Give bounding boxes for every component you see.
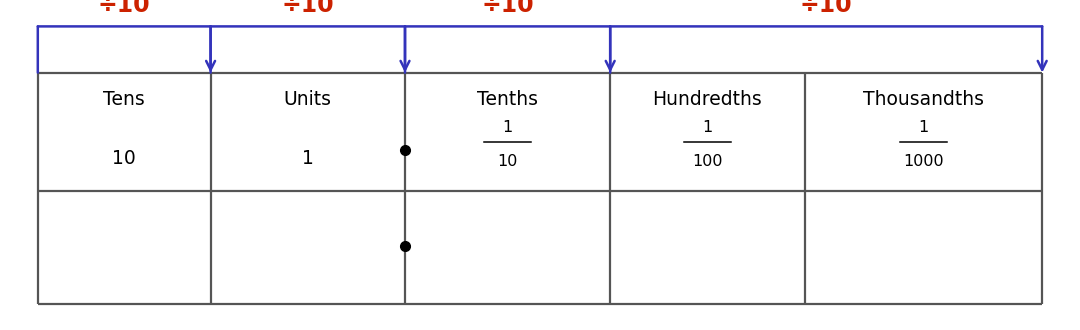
- Text: 1: 1: [502, 119, 513, 135]
- Text: 1: 1: [702, 119, 713, 135]
- Text: Units: Units: [284, 89, 332, 109]
- Text: Tens: Tens: [104, 89, 145, 109]
- Text: 1: 1: [302, 149, 313, 168]
- Text: Thousandths: Thousandths: [863, 89, 984, 109]
- Text: ÷10: ÷10: [282, 0, 334, 17]
- Text: Hundredths: Hundredths: [652, 89, 762, 109]
- Text: ÷10: ÷10: [98, 0, 150, 17]
- Text: 1: 1: [918, 119, 929, 135]
- Text: ÷10: ÷10: [482, 0, 534, 17]
- Text: 10: 10: [498, 154, 517, 169]
- Text: Tenths: Tenths: [477, 89, 538, 109]
- Text: 100: 100: [692, 154, 723, 169]
- Text: ÷10: ÷10: [800, 0, 852, 17]
- Text: 10: 10: [112, 149, 136, 168]
- Text: 1000: 1000: [903, 154, 944, 169]
